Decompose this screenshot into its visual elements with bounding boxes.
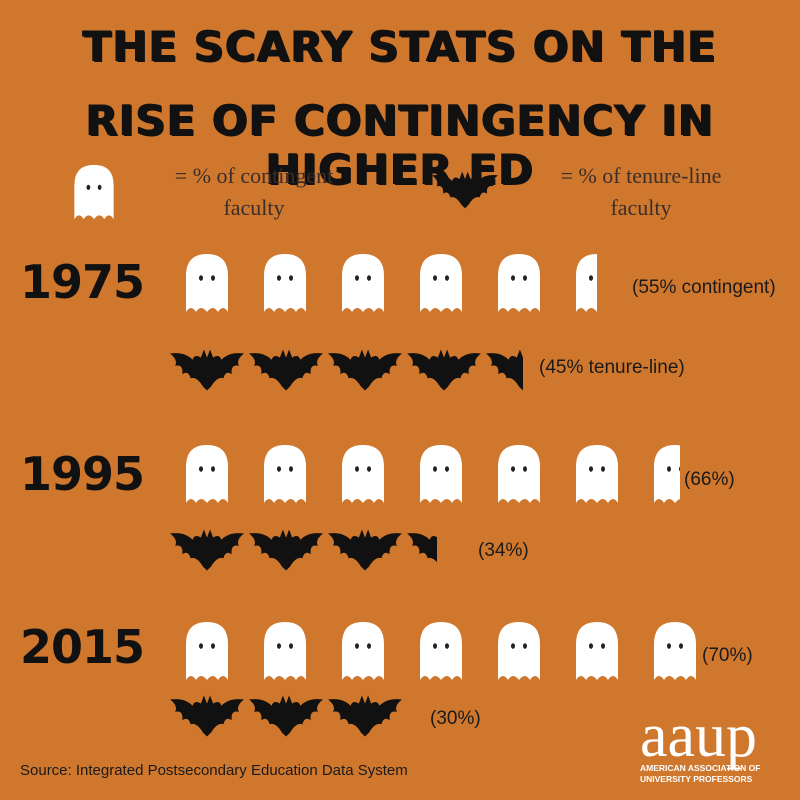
ghost-mark-1995-7 [651, 443, 680, 505]
ghost-icon [654, 445, 680, 503]
legend-bat-icon [432, 170, 498, 210]
ghost-mark-2015-3 [339, 620, 387, 682]
tenure-label-1975: (45% tenure-line) [539, 357, 685, 378]
bat-mark-1975-4 [407, 348, 481, 392]
ghost-icon [498, 622, 540, 680]
bat-mark-1975-2 [249, 348, 323, 392]
ghost-mark-1995-1 [183, 443, 231, 505]
contingent-label-2015: (70%) [702, 645, 753, 666]
ghost-mark-2015-2 [261, 620, 309, 682]
source-note: Source: Integrated Postsecondary Educati… [20, 762, 408, 779]
bat-icon [407, 533, 437, 563]
ghost-icon [420, 254, 462, 312]
ghost-icon [342, 445, 384, 503]
ghost-mark-1975-6 [573, 252, 597, 314]
ghost-icon [420, 622, 462, 680]
ghost-icon [186, 622, 228, 680]
bat-icon [407, 349, 481, 391]
bat-mark-1995-2 [249, 528, 323, 572]
legend-ghost-icon [70, 163, 122, 221]
ghost-icon [498, 445, 540, 503]
bat-mark-2015-1 [170, 694, 244, 738]
legend-tenure-line2: faculty [610, 195, 672, 220]
title-line-2: RISE OF CONTINGENCY IN HIGHER ED [85, 96, 715, 194]
year-label-1995: 1995 [20, 447, 145, 501]
ghost-mark-1995-6 [573, 443, 621, 505]
ghost-mark-1995-2 [261, 443, 309, 505]
ghost-icon [576, 622, 618, 680]
bat-mark-1995-1 [170, 528, 244, 572]
ghost-mark-1975-3 [339, 252, 387, 314]
ghost-icon [576, 445, 618, 503]
bat-icon [170, 695, 244, 737]
legend-tenure-line1: = % of tenure-line [560, 163, 722, 188]
logo-subtitle-line2: UNIVERSITY PROFESSORS [640, 774, 753, 784]
tenure-label-1995: (34%) [478, 540, 529, 561]
ghost-mark-1975-2 [261, 252, 309, 314]
year-label-2015: 2015 [20, 620, 145, 674]
bat-icon [170, 349, 244, 391]
logo-subtitle-line1: AMERICAN ASSOCIATION OF [640, 763, 761, 773]
ghost-icon [576, 254, 597, 312]
legend-contingent-line2: faculty [223, 195, 285, 220]
bat-icon [249, 349, 323, 391]
ghost-icon [186, 254, 228, 312]
ghost-icon [186, 445, 228, 503]
bat-icon [432, 171, 498, 209]
contingent-label-1975: (55% contingent) [632, 277, 776, 298]
bat-mark-1995-3 [328, 528, 402, 572]
ghost-mark-1995-5 [495, 443, 543, 505]
ghost-mark-2015-1 [183, 620, 231, 682]
title-line-1: THE SCARY STATS ON THE [82, 22, 718, 71]
ghost-icon [264, 445, 306, 503]
legend-contingent-line1: = % of contingent [174, 163, 334, 188]
ghost-icon [654, 622, 696, 680]
bat-mark-2015-3 [328, 694, 402, 738]
bat-icon [328, 695, 402, 737]
ghost-mark-1975-4 [417, 252, 465, 314]
ghost-mark-1995-4 [417, 443, 465, 505]
contingent-label-1995: (66%) [684, 469, 735, 490]
bat-icon [328, 529, 402, 571]
ghost-mark-2015-5 [495, 620, 543, 682]
ghost-icon [342, 254, 384, 312]
ghost-icon [74, 164, 114, 220]
year-label-1975: 1975 [20, 255, 145, 309]
ghost-mark-1975-5 [495, 252, 543, 314]
legend-tenure-text: = % of tenure-line faculty [520, 160, 762, 224]
ghost-icon [342, 622, 384, 680]
ghost-mark-2015-7 [651, 620, 699, 682]
bat-mark-1975-5 [486, 348, 523, 392]
logo-subtitle: AMERICAN ASSOCIATION OF UNIVERSITY PROFE… [640, 763, 790, 785]
ghost-mark-1995-3 [339, 443, 387, 505]
tenure-label-2015: (30%) [430, 708, 481, 729]
ghost-icon [498, 254, 540, 312]
bat-icon [328, 349, 402, 391]
ghost-mark-1975-1 [183, 252, 231, 314]
ghost-icon [264, 254, 306, 312]
bat-icon [249, 529, 323, 571]
bat-mark-1975-1 [170, 348, 244, 392]
legend-contingent-text: = % of contingent faculty [138, 160, 370, 224]
ghost-mark-2015-6 [573, 620, 621, 682]
ghost-icon [420, 445, 462, 503]
bat-mark-1975-3 [328, 348, 402, 392]
bat-icon [486, 349, 523, 391]
ghost-icon [264, 622, 306, 680]
logo-wordmark: aaup [640, 702, 758, 770]
bat-mark-1995-4 [407, 528, 437, 572]
bat-icon [170, 529, 244, 571]
bat-mark-2015-2 [249, 694, 323, 738]
ghost-mark-2015-4 [417, 620, 465, 682]
bat-icon [249, 695, 323, 737]
